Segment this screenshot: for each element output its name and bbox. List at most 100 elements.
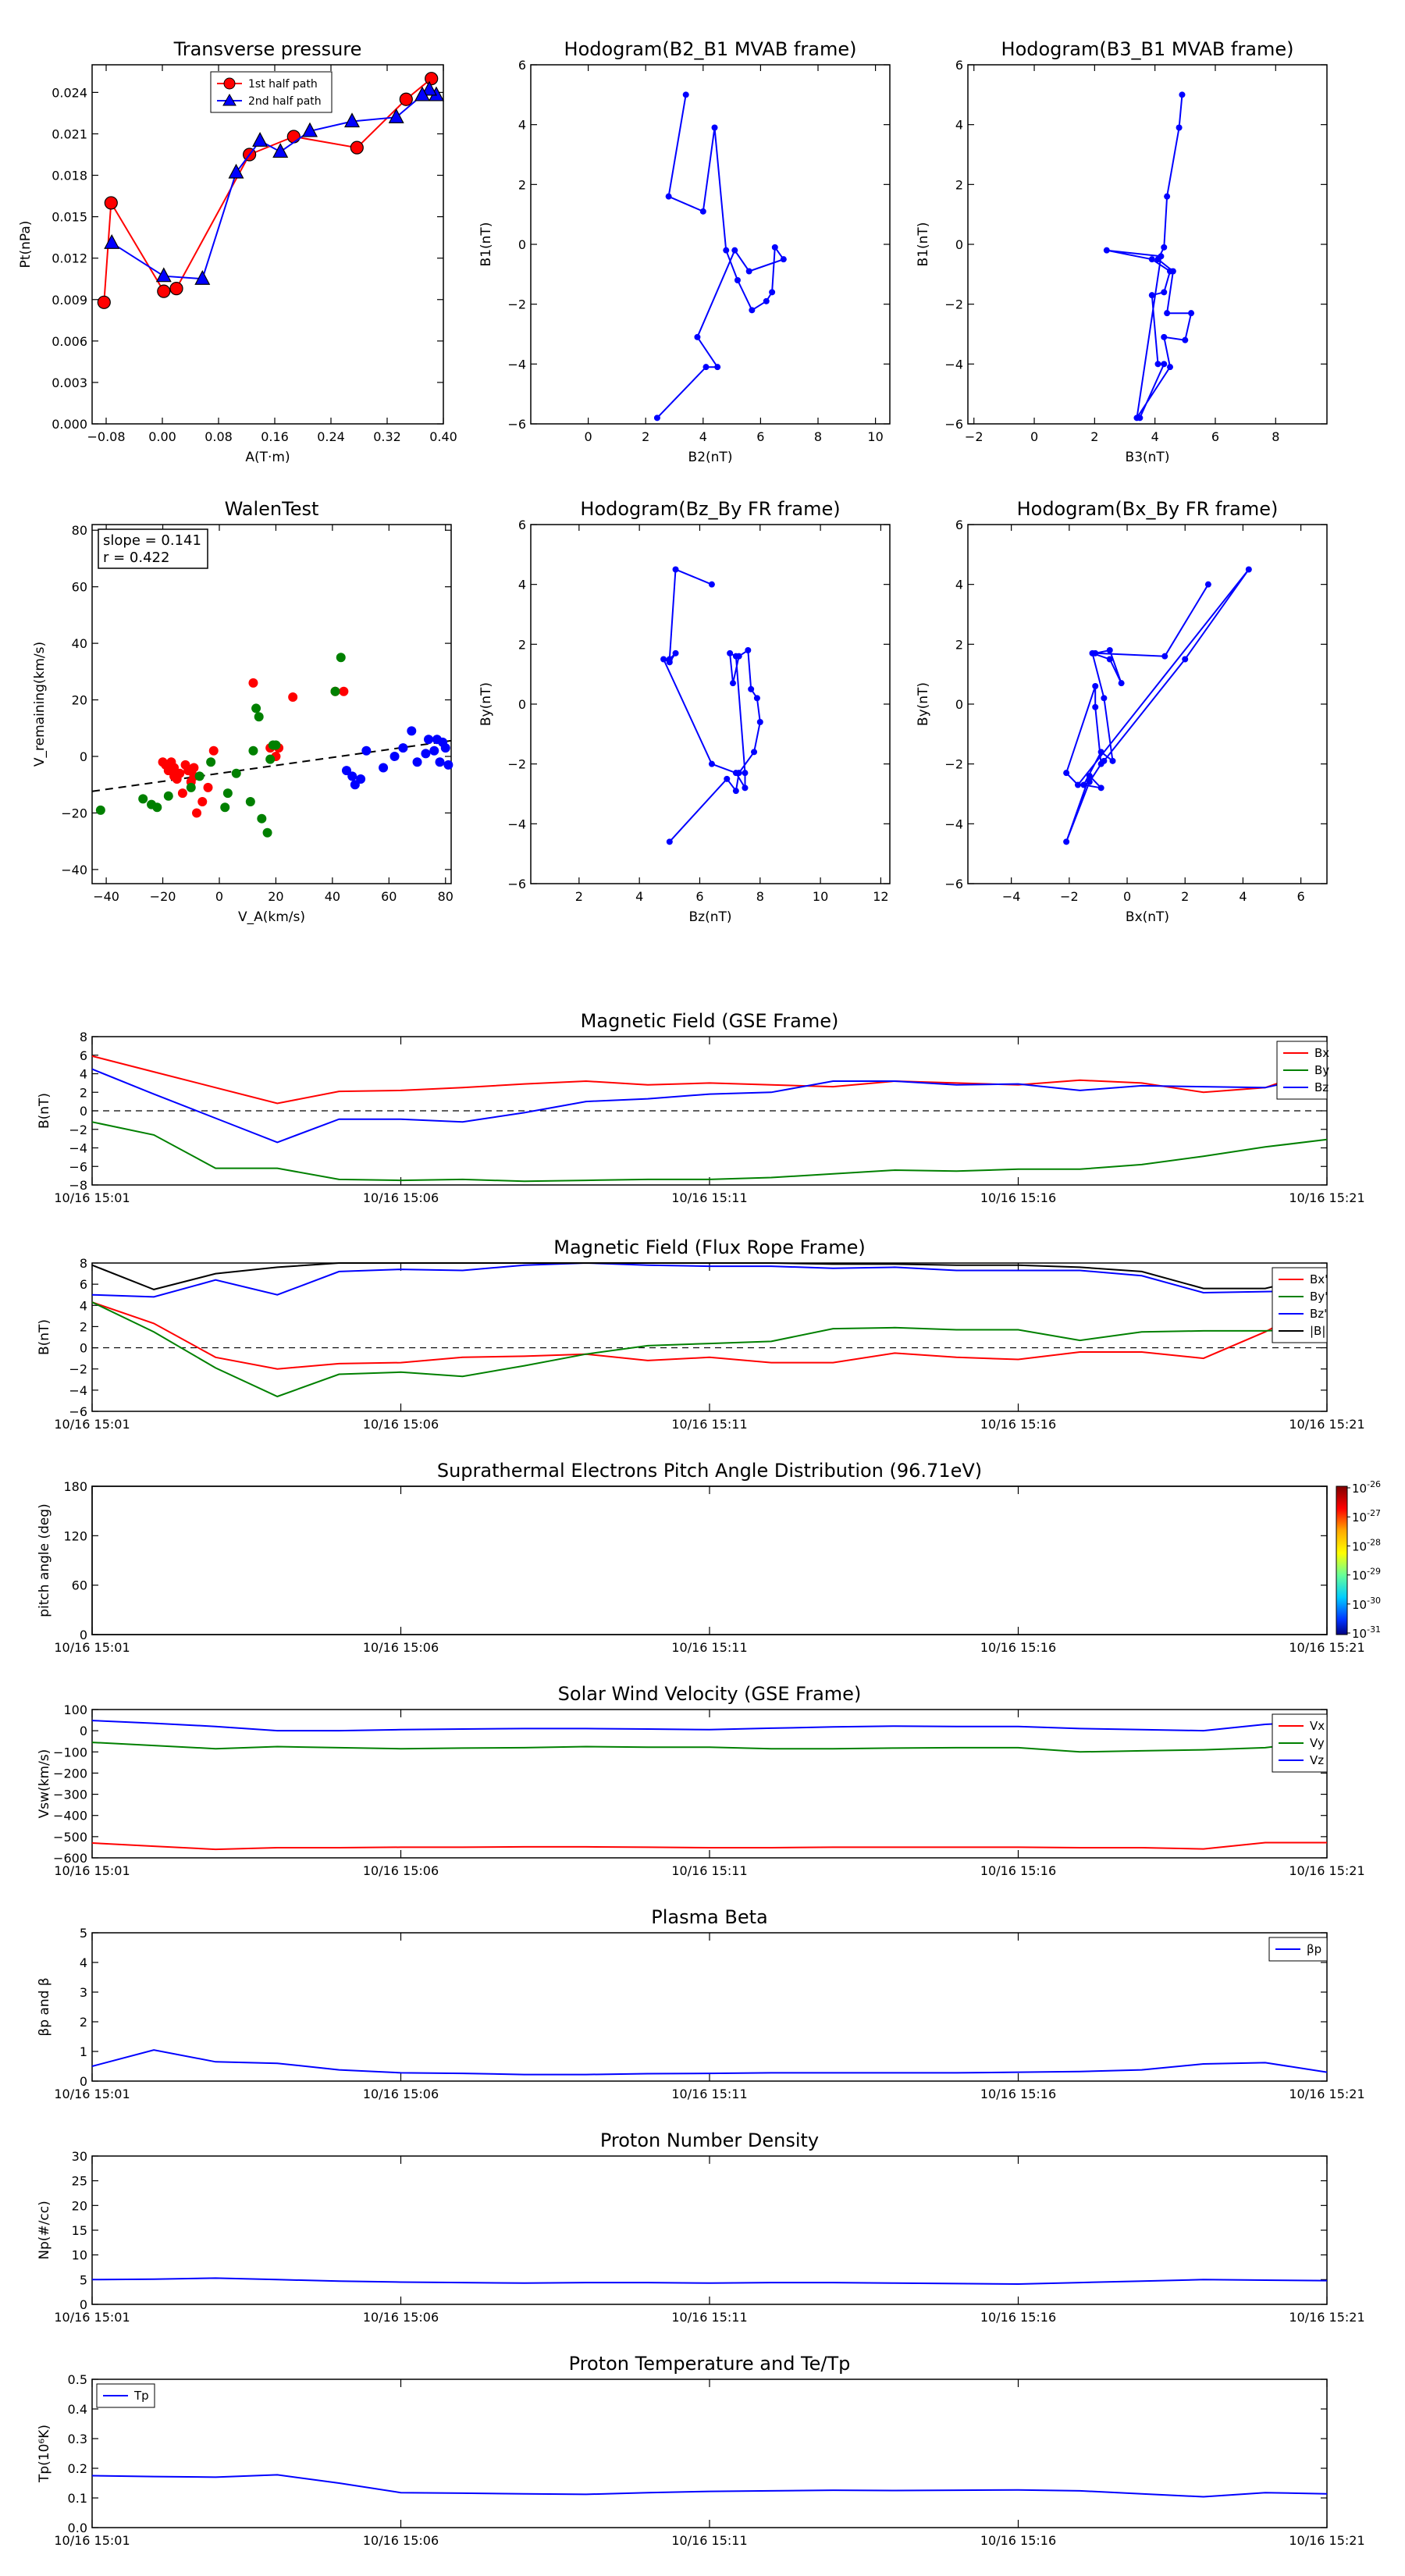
x-axis-label: V_A(km/s): [238, 909, 305, 925]
data-point: [1101, 695, 1108, 702]
scatter-point: [288, 692, 298, 702]
data-point: [157, 284, 171, 298]
data-point: [1158, 253, 1165, 260]
legend-label: Vx: [1310, 1719, 1325, 1733]
data-point: [169, 282, 183, 296]
data-point: [749, 307, 756, 314]
y-tick-label: 5: [80, 1926, 87, 1941]
y-tick-label: −4: [507, 817, 526, 831]
scatter-point: [248, 745, 258, 756]
x-axis-label: B2(nT): [688, 450, 733, 465]
y-tick-label: 0.000: [52, 417, 87, 432]
y-tick-label: 25: [72, 2174, 87, 2189]
time-tick-label: 10/16 15:06: [363, 2087, 439, 2101]
data-point: [672, 566, 679, 573]
x-tick-label: 10: [813, 889, 828, 904]
x-tick-label: −4: [1002, 889, 1021, 904]
y-axis-label: Pt(nPa): [18, 221, 34, 269]
scatter-point: [158, 757, 168, 767]
x-tick-label: 8: [1272, 429, 1279, 444]
data-point: [1136, 415, 1144, 422]
scatter-point: [231, 768, 241, 778]
chart-walen-test: WalenTest −40 −20 0 20 40 60 80 −40 −20 0 20 40 60 80 V…: [32, 498, 454, 925]
data-point: [228, 163, 244, 179]
data-point: [734, 277, 741, 283]
x-tick-label: 0: [1030, 429, 1038, 444]
time-tick-label: 10/16 15:06: [363, 1190, 439, 1205]
chart-pad: Suprathermal Electrons Pitch Angle Distr…: [37, 1460, 1381, 1655]
y-tick-label: 180: [63, 1479, 87, 1494]
y-axis-label: B(nT): [37, 1093, 52, 1129]
data-point: [1182, 656, 1189, 663]
data-point: [1161, 653, 1168, 660]
y-tick-label: −500: [53, 1830, 87, 1845]
y-tick-label: 0: [80, 749, 87, 764]
series-line-Np: [91, 2277, 1328, 2286]
y-tick-label: 0.012: [52, 251, 87, 266]
time-tick-label: 10/16 15:16: [980, 2533, 1056, 2548]
y-tick-label: −8: [69, 1178, 87, 1193]
colorbar: [1336, 1485, 1348, 1635]
scatter-point: [189, 763, 199, 773]
time-tick-label: 10/16 15:01: [54, 2310, 130, 2325]
y-tick-label: 0: [518, 697, 526, 712]
scatter-point: [356, 774, 366, 784]
data-point: [753, 695, 760, 702]
legend-label: Bx': [1310, 1272, 1328, 1286]
y-tick-label: 3: [80, 1985, 87, 2000]
scatter-point: [177, 788, 187, 799]
plot-frame: [91, 64, 444, 425]
r-annotation: r = 0.422: [103, 550, 169, 566]
data-point: [194, 269, 211, 285]
data-point: [1063, 770, 1070, 777]
data-point: [1164, 193, 1171, 200]
chart-title: Plasma Beta: [651, 1906, 767, 1928]
scatter-point: [262, 827, 272, 838]
x-tick-label: 6: [1297, 889, 1305, 904]
y-tick-label: −6: [69, 1159, 87, 1174]
x-tick-label: 40: [325, 889, 340, 904]
time-tick-label: 10/16 15:11: [671, 1863, 747, 1878]
y-tick-label: 0: [80, 1724, 87, 1738]
x-tick-label: −2: [965, 429, 984, 444]
y-tick-label: 0: [80, 1341, 87, 1356]
x-tick-label: 0: [1123, 889, 1131, 904]
data-point: [1179, 91, 1186, 98]
data-point: [769, 289, 776, 296]
data-point: [1188, 310, 1195, 317]
scatter-point: [208, 745, 219, 756]
chart-title: Hodogram(Bx_By FR frame): [1017, 498, 1279, 520]
data-point: [1086, 778, 1093, 785]
scatter-point: [398, 743, 408, 753]
y-tick-label: 0.1: [68, 2491, 87, 2506]
colorbar-exponent: -30: [1367, 1596, 1381, 1606]
y-tick-label: 5: [80, 2272, 87, 2287]
scatter-point: [180, 760, 190, 770]
scatter-point: [194, 771, 205, 781]
y-tick-label: −2: [507, 297, 526, 312]
colorbar-label: 10-28: [1352, 1537, 1381, 1553]
data-point: [1074, 781, 1081, 788]
data-point: [1176, 124, 1183, 131]
x-axis-label: A(T·m): [245, 450, 290, 465]
y-tick-label: 4: [955, 118, 963, 133]
data-point: [742, 785, 749, 792]
data-point: [1063, 838, 1070, 845]
y-tick-label: 10: [72, 2248, 87, 2263]
scatter-point: [412, 757, 422, 767]
plot-frame: [91, 1262, 1328, 1412]
x-tick-label: 0: [215, 889, 223, 904]
scatter-point: [169, 771, 180, 781]
legend-label: Vy: [1310, 1736, 1325, 1750]
y-tick-label: −2: [69, 1123, 87, 1137]
chart-hodogram-bz-by: Hodogram(Bz_By FR frame) −6 −4 −2 0 2 4 6 2 4 6 8 10…: [478, 498, 891, 925]
time-tick-label: 10/16 15:01: [54, 2533, 130, 2548]
series-line-By': [91, 1301, 1328, 1398]
y-axis-label: B1(nT): [916, 222, 931, 267]
chart-proton-temperature: Proton Temperature and Te/Tp 0.0 0.1 0.2 0.3…: [37, 2353, 1365, 2548]
data-point: [97, 295, 111, 309]
scatter-point: [138, 794, 148, 804]
y-tick-label: 6: [80, 1277, 87, 1292]
data-point: [732, 788, 739, 795]
data-point: [414, 86, 430, 101]
